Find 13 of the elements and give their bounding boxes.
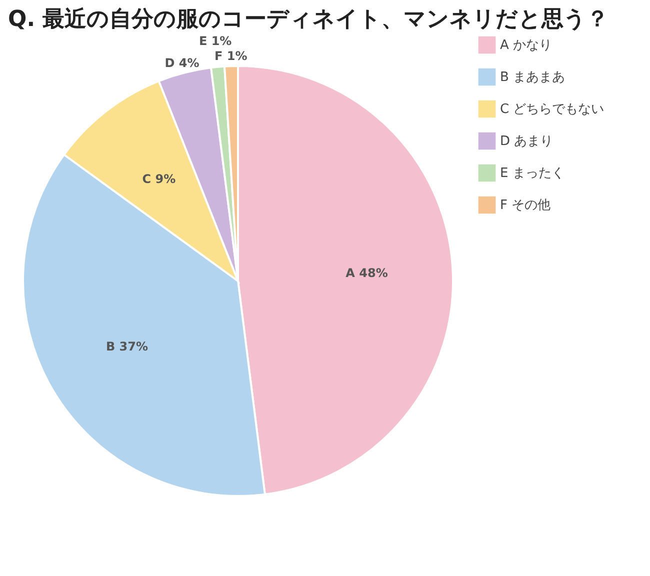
- data-label: E 1%: [198, 34, 232, 48]
- legend-label: A かなり: [500, 38, 552, 53]
- chart-title: Q. 最近の自分の服のコーディネイト、マンネリだと思う？: [8, 7, 609, 32]
- data-label: F 1%: [214, 49, 248, 64]
- data-label: A 48%: [346, 266, 388, 280]
- data-label: C 9%: [142, 172, 176, 186]
- legend-label: D あまり: [500, 134, 554, 149]
- legend-label: B まあまあ: [500, 70, 566, 85]
- data-label: D 4%: [164, 56, 200, 70]
- legend-label: C どちらでもない: [500, 102, 604, 117]
- data-label: B 37%: [106, 340, 148, 354]
- legend-label: E まったく: [500, 166, 564, 181]
- legend-label: F その他: [500, 198, 551, 213]
